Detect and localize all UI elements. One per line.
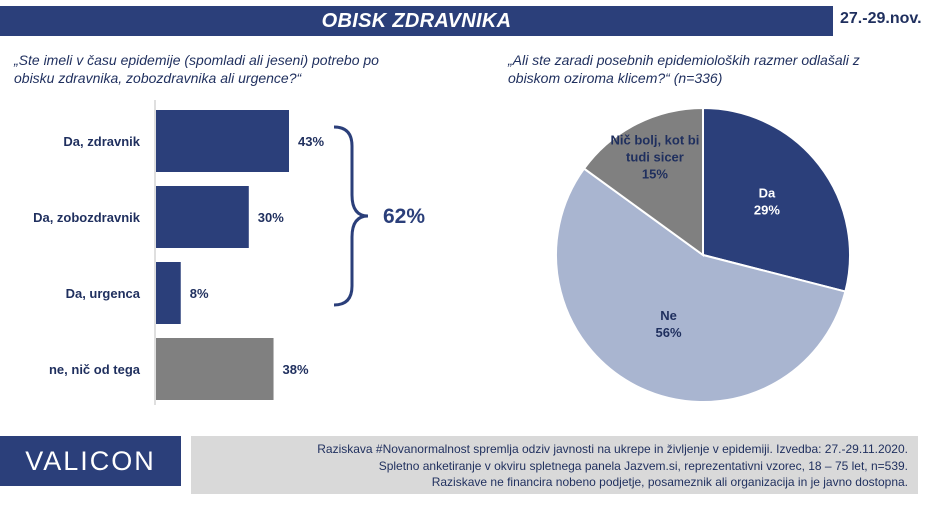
pie-series: Da 29% Ne 56% Nič bolj, kot bi tudi sicer 15% [555,106,851,403]
slice-label-line: Nič bolj, kot bi [611,133,700,148]
slice-label-line: 29% [754,202,780,217]
value-label: 30% [258,210,284,225]
pie-slice [555,167,847,403]
bar [156,338,274,400]
category-label: ne, nič od tega [49,362,141,377]
bar [156,110,289,172]
logo-text: VALICON [25,445,156,476]
slice-label-line: tudi sicer [626,150,684,165]
category-label: Da, zdravnik [63,134,140,149]
page-title: OBISK ZDRAVNIKA [321,9,512,32]
slice-label: Da 29% [754,185,780,217]
right-question: „Ali ste zaradi posebnih epidemioloških … [508,52,860,86]
slice-label-line: 15% [642,167,668,182]
slice-label: Ne 56% [656,308,682,340]
pie-slice [702,106,851,293]
bar [156,186,249,248]
value-label: 43% [298,134,324,149]
slice-label-line: 56% [656,325,682,340]
title-bar: OBISK ZDRAVNIKA [0,6,833,36]
footer-line: Raziskava #Novanormalnost spremlja odziv… [317,442,908,456]
category-label: Da, zobozdravnik [33,210,141,225]
slice-label: Nič bolj, kot bi tudi sicer 15% [611,133,700,182]
bracket-shape [333,125,369,307]
value-label: 8% [190,286,209,301]
value-label: 38% [283,362,309,377]
slice-label-line: Ne [660,308,677,323]
bar [156,262,181,324]
valicon-logo: VALICON [0,436,181,486]
slice-label-line: Da [759,185,776,200]
bar-chart: Da, zdravnik 43% Da, zobozdravnik 30% Da, ur… [33,100,425,405]
footer-note: Raziskava #Novanormalnost spremlja odziv… [191,436,918,494]
left-question: „Ste imeli v času epidemije (spomladi al… [14,52,379,86]
bar-series: Da, zdravnik 43% Da, zobozdravnik 30% Da, ur… [33,110,324,400]
bracket-label: 62% [383,205,425,228]
date-label: 27.-29.nov. [840,10,922,27]
footer-line: Raziskave ne financira nobeno podjetje, … [431,475,908,489]
category-label: Da, urgenca [66,286,141,301]
footer-line: Spletno anketiranje v okviru spletnega p… [378,458,908,473]
pie-slice [582,106,704,257]
pie-chart: Da 29% Ne 56% Nič bolj, kot bi tudi sicer 15% [555,106,851,403]
